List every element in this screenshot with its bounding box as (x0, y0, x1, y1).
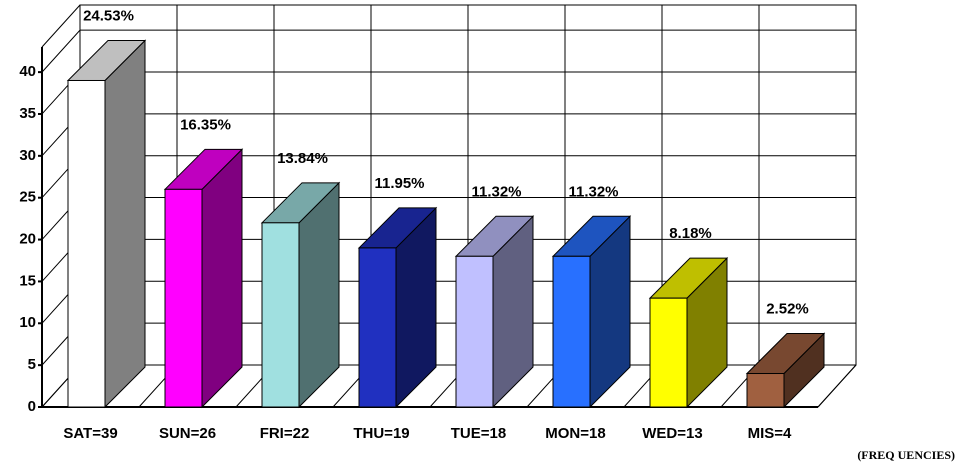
grid-line (41, 155, 856, 199)
bar-side (104, 39, 146, 409)
data-label: 11.95% (374, 175, 424, 192)
grid-line (41, 197, 856, 240)
y-tick-label: 5 (28, 356, 36, 373)
data-label: 8.18% (669, 225, 712, 242)
bar (261, 222, 300, 408)
grid-line (41, 113, 856, 157)
data-label: 13.84% (277, 150, 328, 167)
data-label: 24.53% (83, 7, 134, 24)
bar (649, 297, 688, 408)
data-label: 11.32% (471, 183, 521, 200)
bar (358, 247, 397, 408)
bar (746, 373, 785, 408)
x-tick-label: WED=13 (642, 425, 702, 442)
y-tick-label: 35 (19, 105, 36, 122)
bar-side (201, 148, 243, 409)
grid-line (41, 322, 856, 366)
data-label: 2.52% (766, 300, 809, 317)
x-tick-label: SAT=39 (63, 425, 117, 442)
y-tick-label: 0 (28, 398, 36, 415)
x-tick-label: TUE=18 (451, 425, 506, 442)
y-tick-label: 15 (19, 272, 36, 289)
x-axis-note: (FREQ UENCIES) (857, 448, 955, 462)
bar (455, 255, 494, 408)
x-tick-label: MIS=4 (748, 425, 792, 442)
bar (67, 79, 106, 408)
y-tick-label: 10 (19, 314, 36, 331)
side-top (41, 4, 81, 48)
bar (552, 255, 591, 408)
y-tick-label: 25 (19, 189, 36, 206)
x-tick-label: MON=18 (545, 425, 605, 442)
x-tick-label: FRI=22 (260, 425, 310, 442)
grid-line (41, 29, 856, 73)
y-tick-label: 40 (19, 63, 36, 80)
grid-line (41, 280, 856, 324)
x-tick-label: SUN=26 (159, 425, 216, 442)
y-tick-label: 30 (19, 147, 36, 164)
bar (164, 188, 203, 408)
y-tick-label: 20 (19, 231, 36, 248)
x-tick-label: THU=19 (353, 425, 409, 442)
grid-line (41, 238, 856, 282)
data-label: 11.32% (568, 183, 618, 200)
data-label: 16.35% (180, 116, 231, 133)
floor-right (817, 364, 857, 408)
grid-line (41, 71, 856, 115)
